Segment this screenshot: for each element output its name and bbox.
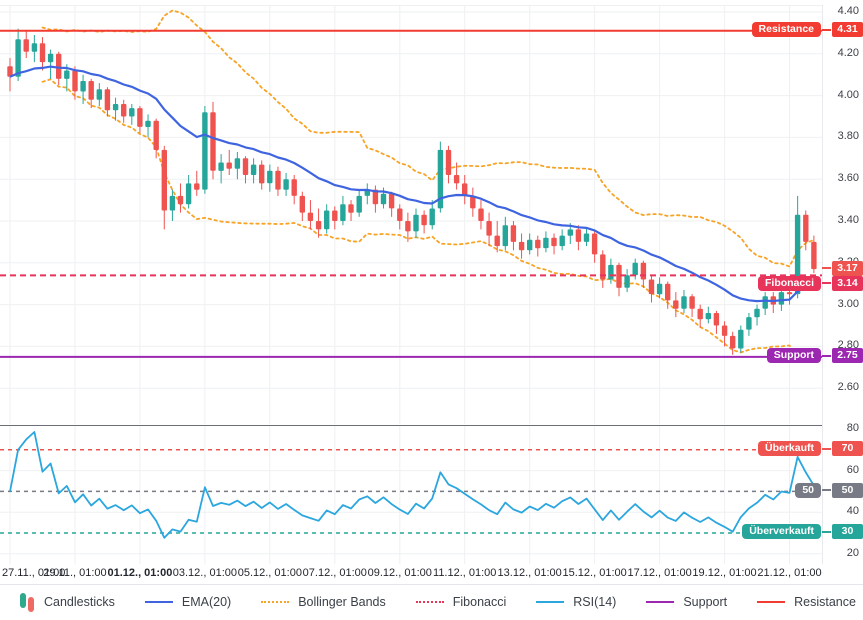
rsi-chart-canvas[interactable] [0,426,822,564]
axis-tick-label: 3.00 [837,297,859,310]
rsi-middle-label: 50 [795,482,821,498]
candlesticks-icon [20,592,35,612]
rsi-panel [0,425,822,564]
time-axis[interactable]: 27.11., 01:00 29.11., 01:00 01.12., 01:00 0… [0,564,863,585]
legend-item-label: Resistance [794,595,856,609]
axis-tick-label: 3.80 [837,130,859,143]
time-axis-label: 17.12., 01:00 [627,567,692,579]
axis-tick-label: 20 [846,546,859,559]
time-axis-label: 21.12., 01:00 [757,567,822,579]
oversold-value: 30 [832,524,863,540]
fibonacci-value: 3.14 [832,275,863,291]
chart-legend: Candlesticks EMA(20) Bollinger Bands Fibona… [0,586,863,618]
legend-item-resistance[interactable]: Resistance [757,595,856,609]
axis-tick-label: 80 [846,421,859,434]
overbought-label: Überkauft [757,441,821,457]
axis-tick-label: 3.40 [837,213,859,226]
legend-item-support[interactable]: Support [646,595,727,609]
axis-tick-label: 60 [846,463,859,476]
time-axis-label: 07.12., 01:00 [302,567,367,579]
support-level-badge: Support 2.75 [766,348,863,364]
legend-item-fibonacci[interactable]: Fibonacci [415,595,507,609]
dotted-line-icon [261,601,290,603]
legend-item-rsi-14[interactable]: RSI(14) [536,595,616,609]
time-axis-label: 11.12., 01:00 [433,567,497,579]
dotted-line-icon [415,601,444,603]
last-price-value: 3.17 [832,260,863,276]
overbought-value: 70 [832,441,863,457]
legend-item-label: Candlesticks [44,595,115,609]
time-axis-label: 09.12., 01:00 [367,567,432,579]
legend-item-bollinger-bands[interactable]: Bollinger Bands [261,595,386,609]
overbought-level-badge: Überkauft 70 [757,441,863,457]
legend-item-label: Fibonacci [452,595,507,609]
price-panel [0,5,822,424]
legend-item-candlesticks[interactable]: Candlesticks [20,592,115,612]
price-chart-canvas[interactable] [0,6,822,424]
time-axis-label: 13.12., 01:00 [497,567,562,579]
time-axis-label: 01.12., 01:00 [107,567,173,579]
oversold-level-badge: Überverkauft 30 [742,524,863,540]
resistance-level-badge: Resistance 4.31 [751,22,863,38]
fibonacci-level-badge: Fibonacci 3.14 [757,275,863,291]
time-axis-label: 29.11., 01:00 [43,567,107,579]
line-icon [757,601,786,603]
support-label: Support [766,348,821,364]
time-axis-label: 05.12., 01:00 [237,567,302,579]
fibonacci-label: Fibonacci [757,275,821,291]
axis-tick-label: 40 [846,505,859,518]
line-icon [646,601,675,603]
time-axis-label: 19.12., 01:00 [692,567,757,579]
axis-tick-label: 4.00 [837,88,859,101]
overbought-tick [822,447,831,450]
oversold-label: Überverkauft [742,524,821,540]
price-axis-separator [822,5,823,564]
rsi-middle-tick [822,489,831,492]
legend-item-ema-20[interactable]: EMA(20) [144,595,232,609]
axis-tick-label: 4.40 [837,4,859,17]
oversold-tick [822,530,831,533]
legend-item-label: Bollinger Bands [298,595,386,609]
legend-item-label: EMA(20) [181,595,232,609]
line-icon [536,601,565,603]
fibonacci-tick [822,282,831,285]
line-icon [144,601,173,603]
axis-tick-label: 3.60 [837,172,859,185]
rsi-middle-value: 50 [832,482,863,498]
legend-item-label: Support [683,595,728,609]
legend-item-label: RSI(14) [573,595,617,609]
rsi-middle-level-badge: 50 50 [795,482,863,498]
last-price-badge: 3.17 [821,260,863,276]
last-price-tick [822,267,831,270]
time-axis-label: 15.12., 01:00 [562,567,627,579]
axis-tick-label: 4.20 [837,46,859,59]
time-axis-label: 03.12., 01:00 [172,567,237,579]
resistance-label: Resistance [751,22,821,38]
time-axis-label: 27.11., 01:00 [2,567,66,579]
resistance-value: 4.31 [832,22,863,38]
resistance-tick [822,28,831,31]
support-value: 2.75 [832,348,863,364]
axis-tick-label: 2.60 [837,381,859,394]
support-tick [822,354,831,357]
